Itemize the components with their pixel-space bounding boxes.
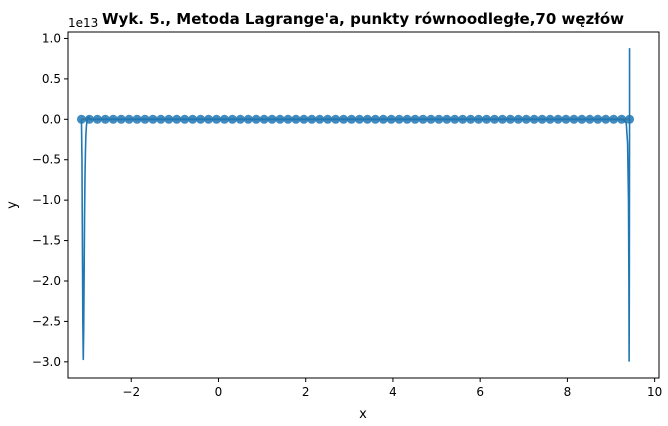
chart-title: Wyk. 5., Metoda Lagrange'a, punkty równo… (102, 10, 624, 28)
x-tick-label: 6 (476, 385, 484, 399)
x-axis-label: x (359, 407, 367, 422)
y-tick-label: −2.5 (32, 314, 61, 328)
x-tick-label: 8 (564, 385, 572, 399)
x-tick-label: 0 (215, 385, 223, 399)
y-tick-label: −0.5 (32, 153, 61, 167)
y-tick-label: 0.5 (42, 72, 61, 86)
y-tick-label: 1.0 (42, 31, 61, 45)
y-axis-label: y (5, 201, 20, 209)
y-tick-label: 0.0 (42, 112, 61, 126)
plot-area (67, 31, 660, 379)
x-tick-label: 10 (647, 385, 662, 399)
y-scale-label: 1e13 (68, 16, 98, 30)
y-tick-label: −2.0 (32, 274, 61, 288)
interpolant-line (80, 48, 631, 362)
y-tick-label: −3.0 (32, 355, 61, 369)
x-tick-label: 4 (389, 385, 397, 399)
x-tick-label: 2 (302, 385, 310, 399)
node-point (76, 114, 86, 124)
x-tick-label: −2 (122, 385, 140, 399)
y-tick-label: −1.5 (32, 234, 61, 248)
y-tick-label: −1.0 (32, 193, 61, 207)
